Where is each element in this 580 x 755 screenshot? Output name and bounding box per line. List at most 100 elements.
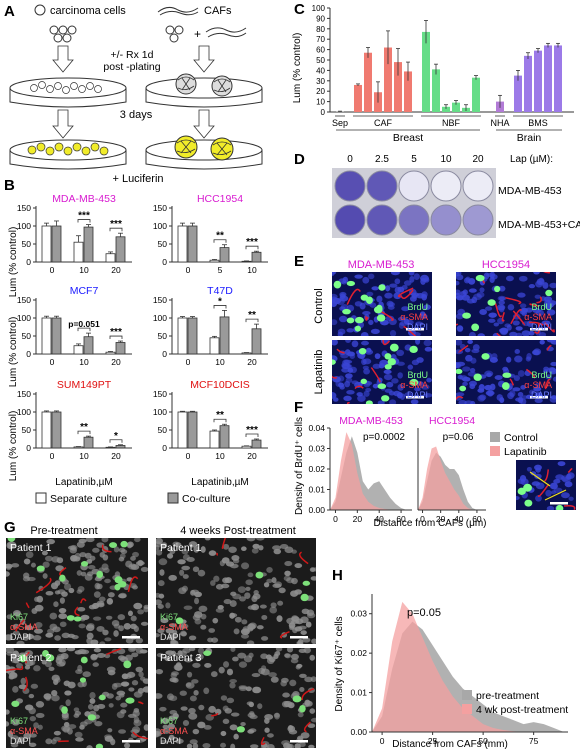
- nucleus: [517, 293, 525, 298]
- bar: [178, 412, 187, 448]
- nucleus: [119, 548, 126, 552]
- y-tick-label: 50: [158, 425, 168, 435]
- nucleus: [220, 560, 225, 566]
- nucleus: [479, 394, 486, 400]
- nucleus: [361, 332, 369, 339]
- nucleus: [493, 333, 500, 339]
- nucleus: [37, 596, 44, 603]
- bar: [220, 248, 229, 262]
- nucleus: [141, 567, 149, 572]
- nucleus: [155, 669, 163, 674]
- panel-b-x-label-2: Lapatinib,µM: [191, 477, 248, 488]
- positive-nucleus: [355, 317, 364, 323]
- group-label: NBF: [442, 118, 461, 128]
- bar: [252, 252, 261, 262]
- positive-nucleus: [81, 657, 88, 664]
- nucleus: [223, 661, 229, 668]
- nucleus: [389, 399, 396, 405]
- nucleus: [308, 745, 314, 749]
- chart-title: HCC1954: [197, 193, 243, 205]
- nucleus: [266, 567, 273, 573]
- nucleus: [118, 594, 127, 599]
- nucleus: [542, 282, 548, 289]
- nucleus: [296, 664, 302, 668]
- nucleus: [384, 370, 392, 375]
- nucleus: [410, 296, 417, 302]
- nucleus: [207, 638, 213, 643]
- nucleus: [251, 596, 257, 602]
- nucleus: [97, 653, 106, 658]
- x-tick-label: 0: [186, 357, 191, 367]
- nucleus: [520, 303, 526, 308]
- nucleus: [175, 664, 183, 671]
- patient-label: Patient 1: [10, 542, 52, 554]
- nucleus: [226, 561, 234, 566]
- nucleus: [385, 285, 390, 291]
- nucleus: [343, 396, 351, 401]
- nucleus: [520, 475, 526, 482]
- nucleus: [561, 492, 570, 498]
- row-label-2: MDA-MB-453+CAFs: [498, 219, 580, 231]
- positive-nucleus: [123, 660, 131, 668]
- nucleus: [488, 319, 495, 323]
- nucleus: [80, 650, 89, 655]
- significance-label: ***: [78, 211, 90, 222]
- nucleus: [137, 609, 144, 614]
- nucleus: [257, 703, 262, 709]
- nucleus: [291, 654, 299, 660]
- positive-nucleus: [366, 296, 373, 303]
- nucleus: [298, 712, 304, 717]
- nucleus: [361, 341, 369, 346]
- nucleus: [479, 384, 485, 391]
- nucleus: [208, 706, 216, 713]
- positive-nucleus: [74, 616, 82, 621]
- nucleus: [194, 598, 199, 605]
- nucleus: [470, 358, 476, 364]
- nucleus: [260, 605, 267, 609]
- nucleus: [169, 695, 177, 701]
- nucleus: [245, 579, 252, 585]
- nucleus: [234, 628, 240, 634]
- nucleus: [397, 372, 403, 378]
- nucleus: [101, 536, 108, 542]
- nucleus: [346, 390, 354, 395]
- x-tick-label: 10: [247, 265, 257, 275]
- nucleus: [208, 628, 215, 633]
- nucleus: [90, 556, 96, 561]
- x-tick-label: 0: [186, 265, 191, 275]
- nucleus: [118, 729, 126, 734]
- bar: [188, 412, 197, 448]
- positive-nucleus: [377, 314, 386, 321]
- significance-label: ***: [246, 237, 258, 248]
- nucleus: [82, 671, 91, 677]
- nucleus: [269, 607, 277, 614]
- y-tick-label: 0: [162, 257, 167, 267]
- panel-label-f: F: [294, 399, 303, 416]
- nucleus: [547, 506, 555, 511]
- nucleus: [53, 601, 58, 607]
- positive-nucleus: [471, 324, 479, 332]
- scale-bar: [550, 502, 568, 505]
- nucleus: [127, 672, 135, 678]
- y-tick-label: 100: [153, 221, 167, 231]
- nucleus: [304, 677, 312, 683]
- significance-label: **: [216, 410, 224, 421]
- nucleus: [231, 555, 239, 561]
- nucleus: [21, 678, 27, 685]
- nucleus: [62, 715, 69, 721]
- nucleus: [502, 367, 508, 371]
- nucleus: [464, 277, 470, 283]
- nucleus: [381, 337, 390, 344]
- panel-label-e: E: [294, 253, 304, 270]
- bar: [106, 254, 115, 262]
- nucleus: [56, 662, 65, 667]
- nucleus: [198, 570, 205, 577]
- y-tick-label: 150: [17, 203, 31, 213]
- legend-swatch-pre: [462, 690, 472, 700]
- nucleus: [261, 668, 270, 675]
- nucleus: [565, 481, 573, 487]
- bar: [514, 76, 522, 112]
- nucleus: [93, 662, 99, 667]
- panel-d: Lap (µM): MDA-MB-453 MDA-MB-453+CAFs 02.…: [332, 154, 580, 238]
- y-tick-label: 0.02: [308, 464, 325, 474]
